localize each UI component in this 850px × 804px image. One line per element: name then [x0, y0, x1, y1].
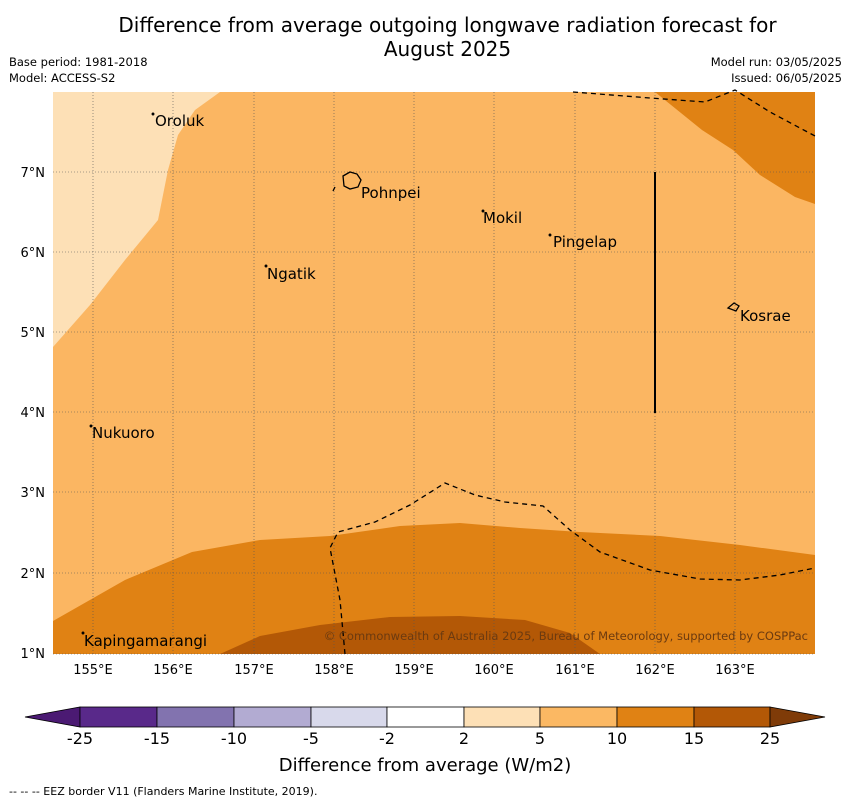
oroluk-atoll [151, 112, 155, 116]
x-tick-157: 157°E [234, 663, 274, 678]
islands [81, 112, 740, 635]
colorbar-tick-minus25: -25 [66, 729, 94, 748]
title-line-1: Difference from average outgoing longwav… [118, 13, 777, 37]
colorbar-tick-25: 25 [759, 729, 781, 748]
place-label-nukuoro: Nukuoro [92, 424, 155, 442]
y-tick-4n: 4°N [21, 406, 46, 421]
anomaly-field [53, 92, 815, 654]
anomaly-2-5-region [53, 92, 220, 347]
base-period: Base period: 1981-2018 [9, 55, 148, 69]
mokil-atoll [481, 209, 485, 213]
colorbar-segment [539, 706, 618, 728]
colorbar-segment [616, 706, 695, 728]
y-tick-3n: 3°N [21, 486, 46, 501]
kosrae-island [726, 302, 740, 312]
x-tick-156: 156°E [153, 663, 193, 678]
colorbar-tick-15: 15 [683, 729, 705, 748]
colorbar-segment [463, 706, 541, 728]
ngatik-atoll [264, 264, 268, 268]
place-label-pohnpei: Pohnpei [361, 184, 421, 202]
model-run: Model run: 03/05/2025 [710, 55, 842, 69]
colorbar-tick-5: 5 [534, 729, 546, 748]
pohnpei-islet [332, 186, 336, 192]
x-tick-159: 159°E [394, 663, 434, 678]
x-tick-155: 155°E [73, 663, 113, 678]
issued-date: Issued: 06/05/2025 [731, 71, 842, 85]
eez-border [329, 89, 816, 655]
colorbar-segment [156, 706, 235, 728]
place-label-ngatik: Ngatik [267, 265, 316, 283]
y-tick-7n: 7°N [21, 166, 46, 181]
colorbar-segment [79, 706, 158, 728]
anomaly-15-25-region [220, 616, 600, 654]
x-tick-160: 160°E [474, 663, 514, 678]
y-tick-5n: 5°N [21, 326, 46, 341]
colorbar-tick-10: 10 [606, 729, 628, 748]
model-name: Model: ACCESS-S2 [9, 71, 116, 85]
place-labels: Oroluk Pohnpei Mokil Pingelap Ngatik Kos… [84, 112, 791, 650]
colorbar-extend-high [769, 706, 826, 728]
pohnpei-island [342, 171, 362, 190]
place-label-kapingamarangi: Kapingamarangi [84, 632, 207, 650]
x-axis-ticks: 155°E 156°E 157°E 158°E 159°E 160°E 161°… [73, 663, 755, 678]
colorbar-extend-low [24, 706, 81, 728]
eez-footnote: -- -- -- EEZ border V11 (Flanders Marine… [9, 785, 318, 798]
y-tick-2n: 2°N [21, 567, 46, 582]
y-tick-6n: 6°N [21, 246, 46, 261]
colorbar [24, 706, 826, 728]
anomaly-10-15-region-northeast [655, 92, 815, 204]
colorbar-tick-minus15: -15 [143, 729, 171, 748]
base-period-info: Base period: 1981-2018 Model: ACCESS-S2 [9, 54, 148, 86]
x-tick-158: 158°E [314, 663, 354, 678]
anomaly-10-15-region-south [53, 523, 815, 654]
x-tick-163: 163°E [715, 663, 755, 678]
colorbar-segment [310, 706, 388, 728]
gridlines [53, 92, 815, 655]
y-axis-ticks: 7°N 6°N 5°N 4°N 3°N 2°N 1°N [21, 166, 46, 662]
colorbar-title: Difference from average (W/m2) [278, 755, 572, 776]
colorbar-tick-minus5: -5 [303, 729, 319, 748]
map-title: Difference from average outgoing longwav… [60, 13, 835, 61]
place-label-kosrae: Kosrae [740, 307, 791, 325]
colorbar-segment [386, 706, 465, 728]
title-line-2: August 2025 [383, 37, 512, 61]
colorbar-tick-minus10: -10 [220, 729, 248, 748]
colorbar-tick-minus2: -2 [379, 729, 395, 748]
y-tick-1n: 1°N [21, 647, 46, 662]
x-tick-161: 161°E [555, 663, 595, 678]
kapingamarangi-atoll [81, 631, 85, 635]
colorbar-tick-2: 2 [458, 729, 470, 748]
copyright-notice: © Commonwealth of Australia 2025, Bureau… [324, 629, 808, 643]
place-label-mokil: Mokil [483, 209, 522, 227]
model-run-info: Model run: 03/05/2025 Issued: 06/05/2025 [711, 54, 842, 86]
pingelap-atoll [548, 233, 552, 237]
colorbar-segment [693, 706, 771, 728]
nukuoro-atoll [89, 424, 93, 428]
x-tick-162: 162°E [635, 663, 675, 678]
place-label-oroluk: Oroluk [155, 112, 204, 130]
colorbar-segment [233, 706, 312, 728]
place-label-pingelap: Pingelap [553, 233, 617, 251]
